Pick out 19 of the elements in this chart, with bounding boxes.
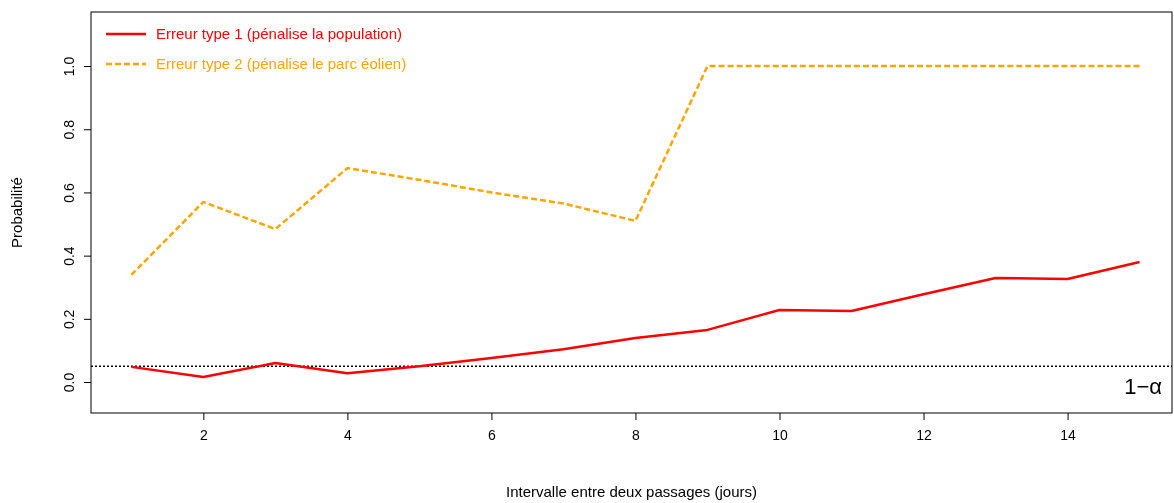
y-tick-label: 0.0 [60, 372, 77, 393]
y-tick-label: 0.6 [60, 182, 77, 203]
x-tick-label: 6 [488, 426, 497, 443]
x-tick-label: 8 [632, 426, 641, 443]
y-tick-label: 0.2 [60, 309, 77, 330]
x-tick-label: 4 [343, 426, 352, 443]
x-axis-title: Intervalle entre deux passages (jours) [506, 483, 757, 500]
y-tick-label: 0.8 [60, 119, 77, 140]
legend-label: Erreur type 1 (pénalise la population) [156, 25, 402, 43]
legend-label: Erreur type 2 (pénalise le parc éolien) [156, 55, 407, 73]
x-tick-label: 2 [199, 426, 208, 443]
x-tick-label: 12 [916, 426, 933, 443]
y-axis-title: Probabilité [8, 177, 25, 248]
x-tick-label: 10 [772, 426, 788, 443]
ref-line-label: 1−α [1124, 374, 1163, 400]
x-tick-label: 14 [1060, 426, 1077, 443]
line-series [130, 260, 1141, 379]
y-tick-label: 0.4 [60, 246, 77, 266]
y-tick-label: 1.0 [60, 56, 77, 77]
